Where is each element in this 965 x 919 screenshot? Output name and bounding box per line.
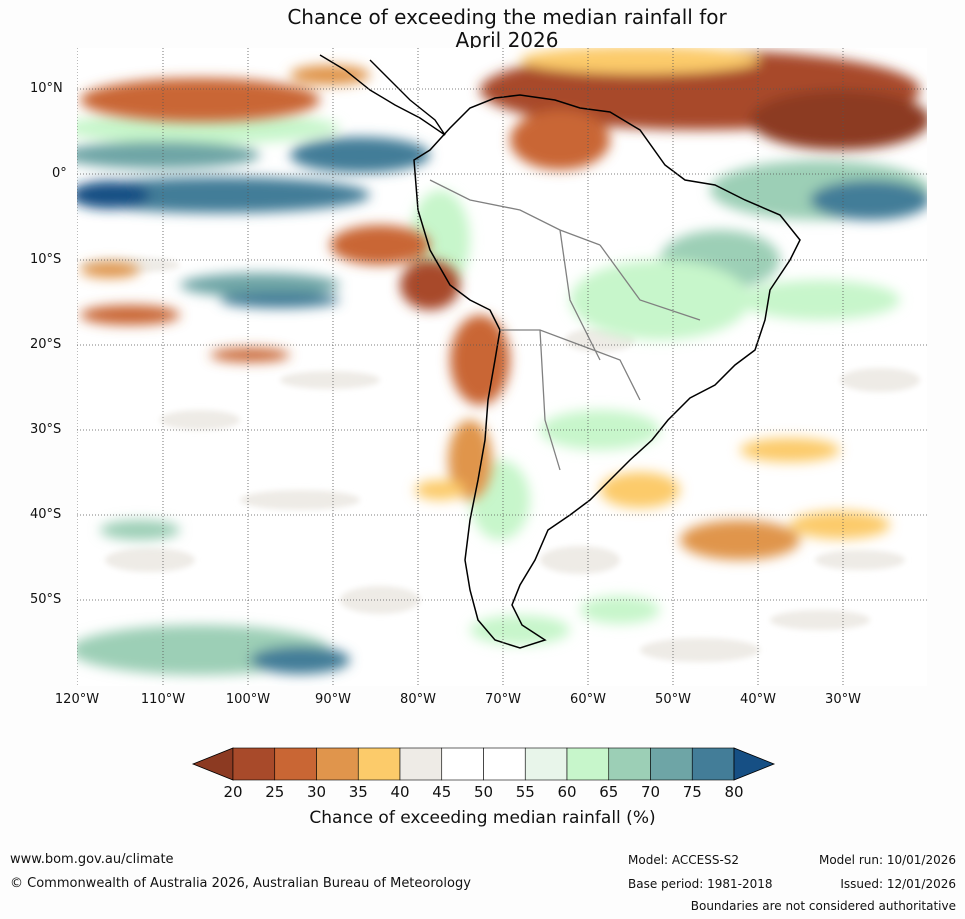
lon-label-30w: 30°W	[825, 692, 861, 707]
colorbar-segment	[274, 747, 317, 781]
colorbar-segment	[691, 747, 735, 781]
lat-label-20s: 20°S	[30, 337, 62, 352]
lon-label-90w: 90°W	[315, 692, 351, 707]
colorbar-tick-label: 35	[348, 783, 368, 801]
base-period: Base period: 1981-2018	[628, 877, 773, 891]
colorbar-tick-label: 25	[265, 783, 285, 801]
map-title: Chance of exceeding the median rainfall …	[0, 6, 965, 52]
title-line-2: April 2026	[455, 28, 559, 52]
colorbar-tick-label: 50	[473, 783, 494, 801]
website-link[interactable]: www.bom.gov.au/climate	[10, 852, 174, 867]
lat-label-10s: 10°S	[30, 252, 62, 267]
colorbar-label: Chance of exceeding median rainfall (%)	[309, 808, 656, 828]
lat-label-30s: 30°S	[30, 422, 62, 437]
model-run-date: Model run: 10/01/2026	[818, 853, 956, 867]
boundary-disclaimer: Boundaries are not considered authoritat…	[690, 899, 956, 913]
colorbar-tick-label: 75	[682, 783, 702, 801]
lat-label-50s: 50°S	[30, 592, 62, 607]
copyright-notice: © Commonwealth of Australia 2026, Austra…	[10, 876, 471, 891]
colorbar-segment	[524, 747, 568, 781]
colorbar-segment	[608, 747, 651, 781]
lon-label-100w: 100°W	[225, 692, 271, 707]
colorbar-segment	[566, 747, 610, 781]
neutral-patches	[80, 257, 920, 662]
wet-anomalies	[77, 112, 927, 675]
colorbar-tick-label: 80	[724, 783, 744, 801]
map-field	[77, 48, 927, 686]
lat-label-10n: 10°N	[30, 81, 63, 96]
lon-label-50w: 50°W	[655, 692, 691, 707]
colorbar-segment	[441, 747, 484, 781]
colorbar-tick-label: 55	[515, 783, 535, 801]
colorbar-segment	[357, 747, 401, 781]
colorbar-low-arrow	[191, 747, 234, 781]
title-line-1: Chance of exceeding the median rainfall …	[287, 5, 727, 29]
graticule	[77, 48, 927, 686]
colorbar-high-arrow	[733, 747, 776, 781]
colorbar-tick-label: 60	[557, 783, 577, 801]
colorbar-tick-label: 65	[599, 783, 619, 801]
colorbar-segment	[483, 747, 526, 781]
lon-label-110w: 110°W	[140, 692, 186, 707]
issued-date: Issued: 12/01/2026	[840, 877, 956, 891]
lon-label-60w: 60°W	[570, 692, 606, 707]
lon-label-80w: 80°W	[400, 692, 436, 707]
central-america-coastline	[319, 54, 446, 136]
colorbar-tick-label: 40	[390, 783, 410, 801]
colorbar-segment	[316, 747, 359, 781]
colorbar-tick-label: 20	[223, 783, 243, 801]
lat-label-40s: 40°S	[30, 507, 62, 522]
colorbar-segment	[232, 747, 276, 781]
south-america-coastline	[413, 94, 801, 649]
lon-label-40w: 40°W	[740, 692, 776, 707]
lat-label-0: 0°	[52, 166, 67, 181]
colorbar-segment	[399, 747, 443, 781]
colorbar	[191, 747, 776, 781]
model-name: Model: ACCESS-S2	[628, 853, 740, 867]
lon-label-120w: 120°W	[54, 692, 100, 707]
colorbar-tick-label: 70	[640, 783, 661, 801]
country-borders	[429, 179, 701, 471]
colorbar-tick-label: 30	[306, 783, 327, 801]
lon-label-70w: 70°W	[485, 692, 521, 707]
colorbar-tick-label: 45	[432, 783, 452, 801]
colorbar-segment	[650, 747, 693, 781]
